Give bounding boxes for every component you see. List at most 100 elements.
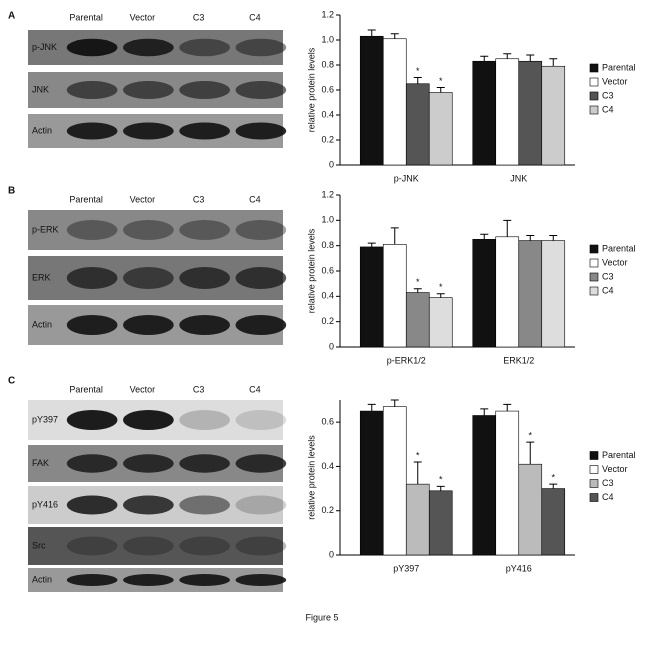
legend-swatch xyxy=(589,77,599,87)
band xyxy=(235,495,287,515)
error-bar xyxy=(526,235,535,241)
band xyxy=(179,38,230,57)
lane-label: C4 xyxy=(249,384,261,394)
band xyxy=(66,574,118,586)
error-bar xyxy=(436,293,445,298)
legend-label: C4 xyxy=(602,104,614,114)
band xyxy=(235,122,287,140)
bar xyxy=(495,410,520,556)
significance: * xyxy=(439,475,443,485)
error-bar xyxy=(549,235,558,241)
error-bar xyxy=(390,33,399,39)
band xyxy=(235,574,287,586)
band xyxy=(235,267,287,289)
band xyxy=(235,38,287,57)
error-bar xyxy=(367,242,376,247)
x-tick-label: p-ERK1/2 xyxy=(387,355,426,365)
bar xyxy=(359,410,384,556)
lane-label: C3 xyxy=(193,384,205,394)
bar xyxy=(382,244,407,348)
band xyxy=(123,315,174,335)
y-axis-label: relative protein levels xyxy=(306,435,316,520)
row-label: Actin xyxy=(32,319,52,329)
significance: * xyxy=(416,277,420,287)
legend-label: C3 xyxy=(602,90,614,100)
y-tick-label: 0.2 xyxy=(321,316,334,326)
error-bar xyxy=(503,403,512,412)
legend-label: Parental xyxy=(602,62,636,72)
bar xyxy=(541,240,566,348)
legend-label: C3 xyxy=(602,271,614,281)
bar xyxy=(428,490,453,556)
legend-label: Parental xyxy=(602,243,636,253)
y-tick-label: 0.4 xyxy=(321,291,334,301)
bar xyxy=(428,92,453,166)
band xyxy=(66,267,118,289)
band xyxy=(235,220,287,240)
band xyxy=(179,574,230,586)
legend-label: C4 xyxy=(602,492,614,502)
error-bar xyxy=(480,408,489,416)
band xyxy=(66,315,118,335)
significance: * xyxy=(528,430,532,440)
error-bar xyxy=(549,483,558,489)
legend-label: Vector xyxy=(602,464,628,474)
legend-swatch xyxy=(589,258,599,268)
band xyxy=(179,122,230,140)
band xyxy=(179,454,230,473)
lane-label: Parental xyxy=(69,12,103,22)
legend-label: Vector xyxy=(602,257,628,267)
error-bar xyxy=(413,288,422,293)
bar xyxy=(472,60,497,166)
panel-label: B xyxy=(8,186,15,197)
band xyxy=(235,454,287,473)
y-axis-label: relative protein levels xyxy=(306,228,316,313)
band xyxy=(66,81,118,99)
panel-label: C xyxy=(8,376,15,387)
y-tick-label: 1.0 xyxy=(321,215,334,225)
bar xyxy=(428,297,453,348)
x-tick-label: p-JNK xyxy=(394,173,419,183)
row-label: Src xyxy=(32,540,46,550)
error-bar xyxy=(390,227,399,245)
bar xyxy=(382,38,407,166)
band xyxy=(66,410,118,430)
bar xyxy=(518,240,543,348)
band xyxy=(123,454,174,473)
error-bar xyxy=(503,53,512,59)
lane-label: Vector xyxy=(130,194,156,204)
bar xyxy=(472,239,497,348)
band xyxy=(123,267,174,289)
x-tick-label: ERK1/2 xyxy=(503,355,534,365)
row-label: JNK xyxy=(32,84,49,94)
row-label: Actin xyxy=(32,574,52,584)
significance: * xyxy=(439,76,443,86)
legend-swatch xyxy=(589,63,599,73)
lane-label: Vector xyxy=(130,12,156,22)
band xyxy=(235,315,287,335)
y-tick-label: 0.2 xyxy=(321,505,334,515)
y-tick-label: 0.6 xyxy=(321,84,334,94)
band xyxy=(66,38,118,57)
error-bar xyxy=(413,77,422,84)
band xyxy=(179,410,230,430)
y-tick-label: 0.8 xyxy=(321,240,334,250)
significance: * xyxy=(416,450,420,460)
band xyxy=(179,267,230,289)
x-tick-label: JNK xyxy=(510,173,527,183)
band xyxy=(66,454,118,473)
legend-swatch xyxy=(589,91,599,101)
lane-label: C3 xyxy=(193,12,205,22)
row-label: p-ERK xyxy=(32,224,59,234)
legend-swatch xyxy=(589,479,599,488)
significance: * xyxy=(416,66,420,76)
error-bar xyxy=(503,219,512,237)
bar xyxy=(495,236,520,348)
y-tick-label: 0 xyxy=(329,549,334,559)
band xyxy=(179,495,230,515)
y-tick-label: 0 xyxy=(329,159,334,169)
band xyxy=(123,410,174,430)
y-tick-label: 0.6 xyxy=(321,417,334,427)
row-label: Actin xyxy=(32,125,52,135)
y-tick-label: 0.4 xyxy=(321,461,334,471)
